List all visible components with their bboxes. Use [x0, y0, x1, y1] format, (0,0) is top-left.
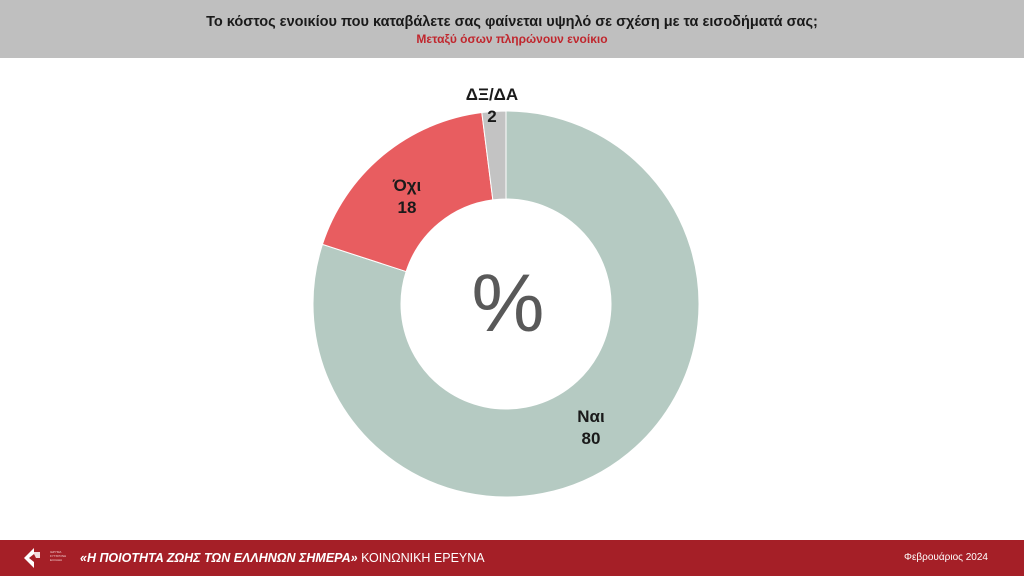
footer-title-bold: «Η ΠΟΙΟΤΗΤΑ ΖΩΗΣ ΤΩΝ ΕΛΛΗΝΩΝ ΣΗΜΕΡΑ» [80, 551, 358, 565]
slice-value: 2 [487, 107, 496, 126]
header-bar: Το κόστος ενοικίου που καταβάλετε σας φα… [0, 0, 1024, 58]
center-percent-symbol: % [472, 258, 545, 349]
footer-survey-title: «Η ΠΟΙΟΤΗΤΑ ΖΩΗΣ ΤΩΝ ΕΛΛΗΝΩΝ ΣΗΜΕΡΑ» ΚΟΙ… [80, 551, 485, 565]
slice-label: Όχι [392, 176, 422, 195]
slice-label: ΔΞ/ΔΑ [466, 85, 518, 104]
donut-slice [312, 110, 700, 498]
donut-slice [481, 110, 507, 201]
slice-value: 18 [398, 198, 417, 217]
donut-slice [321, 111, 494, 273]
chart-title: Το κόστος ενοικίου που καταβάλετε σας φα… [206, 14, 818, 30]
logo-text: ΙΔΡΥΜΑ ΣΥΓΧΡΟΝΗ ΕΛΛΑΔΑ [50, 550, 67, 562]
footer-bar: ΙΔΡΥΜΑ ΣΥΓΧΡΟΝΗ ΕΛΛΑΔΑ «Η ΠΟΙΟΤΗΤΑ ΖΩΗΣ … [0, 540, 1024, 576]
chart-subtitle: Μεταξύ όσων πληρώνουν ενοίκιο [416, 32, 608, 46]
slice-value: 80 [582, 429, 601, 448]
footer-title-rest: ΚΟΙΝΩΝΙΚΗ ΕΡΕΥΝΑ [361, 551, 485, 565]
logo-icon [24, 548, 40, 568]
donut-chart: Ναι 80 Όχι 18 ΔΞ/ΔΑ 2 % [312, 85, 700, 498]
slice-label: Ναι [577, 407, 605, 426]
footer-date: Φεβρουάριος 2024 [903, 552, 988, 563]
